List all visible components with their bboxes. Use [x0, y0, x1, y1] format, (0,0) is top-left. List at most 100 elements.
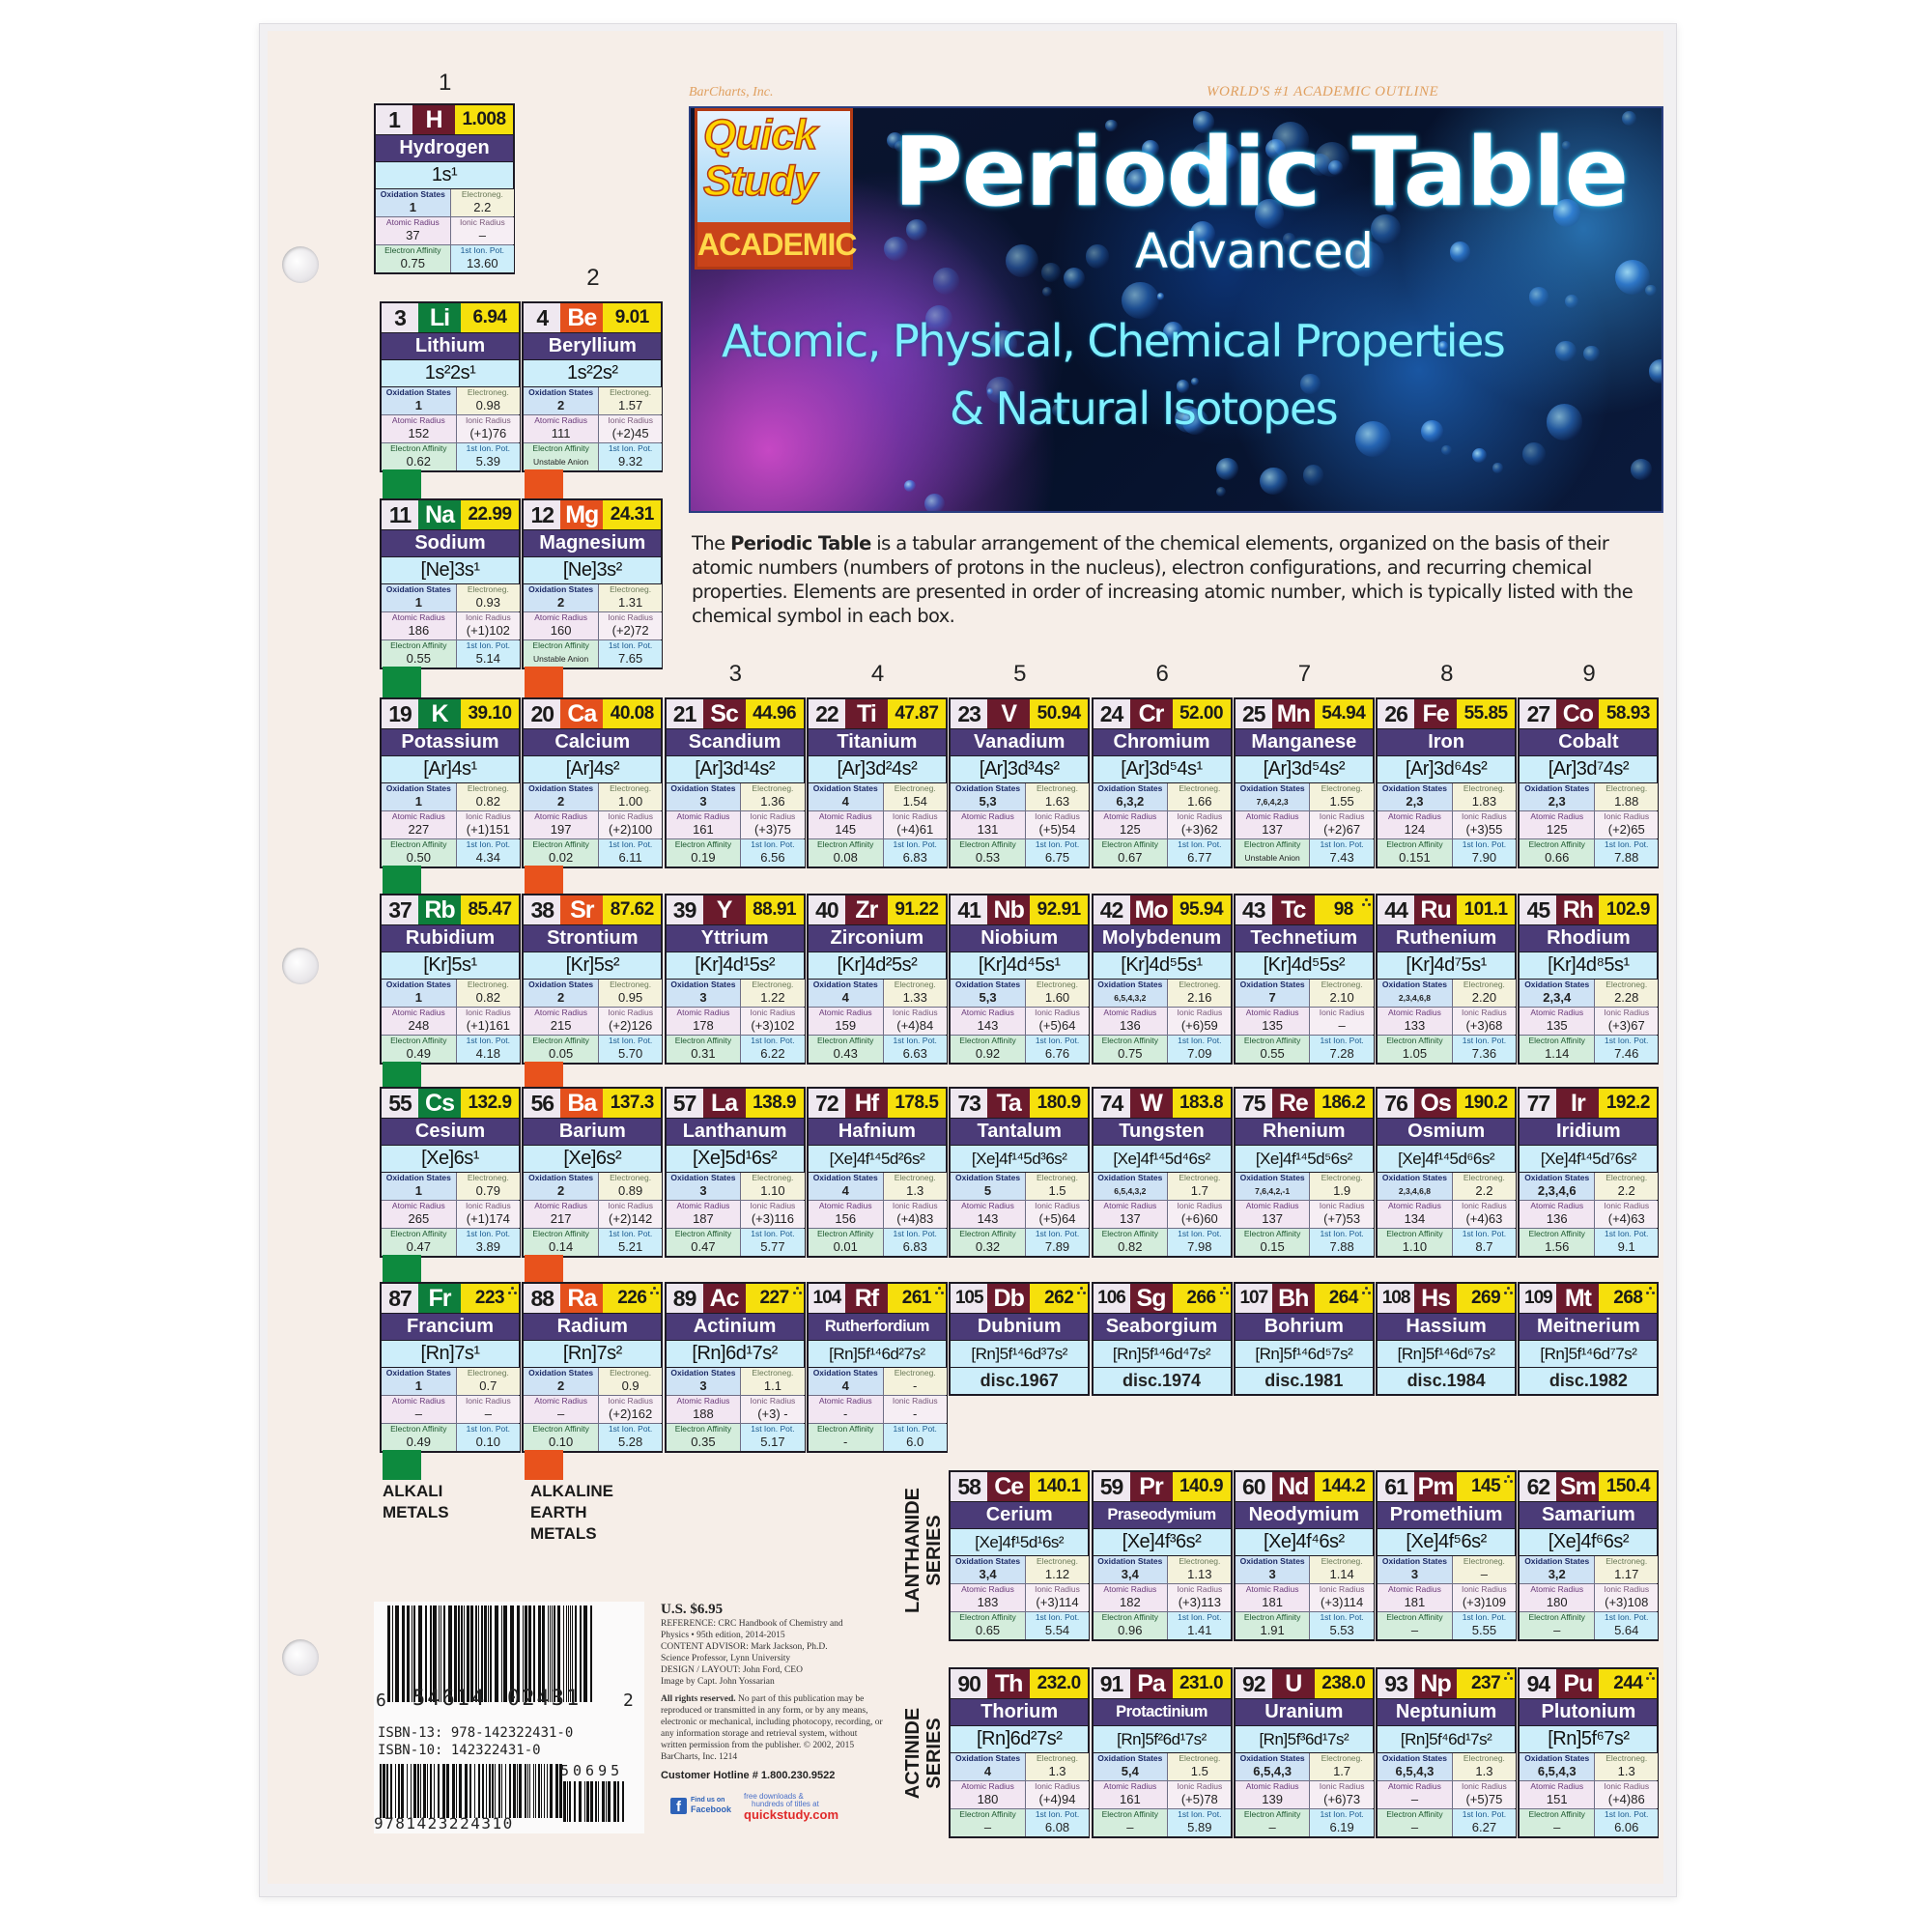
element-properties: Oxidation States 1 Electroneg. 0.7 Atomic Ra…	[382, 1367, 520, 1451]
element-cell-li[interactable]: 3 Li 6.94 Lithium 1s²2s¹ Oxidation States 1 Ele…	[380, 301, 521, 472]
element-cell-sr[interactable]: 38 Sr 87.62 Strontium [Kr]5s² Oxidation State…	[522, 894, 664, 1065]
element-cell-u[interactable]: 92 U 238.0 Uranium [Rn]5f³6d¹7s² Oxidation St…	[1233, 1667, 1375, 1838]
element-cell-hf[interactable]: 72 Hf 178.5 Hafnium [Xe]4f¹⁴5d²6s² Oxidation …	[806, 1087, 948, 1258]
atomic-mass: 87.62	[603, 895, 662, 924]
element-cell-tc[interactable]: 43 Tc 98 Technetium [Kr]4d⁵5s² Oxidation Stat…	[1233, 894, 1375, 1065]
element-cell-rh[interactable]: 45 Rh 102.9 Rhodium [Kr]4d⁸5s¹ Oxidation Stat…	[1518, 894, 1660, 1065]
atomic-mass: 85.47	[461, 895, 519, 924]
barcode-bar	[602, 1781, 605, 1822]
oxidation-states-label: Oxidation States	[1097, 980, 1163, 989]
oxidation-states-label: Oxidation States	[954, 1753, 1021, 1763]
element-cell-la[interactable]: 57 La 138.9 Lanthanum [Xe]5d¹6s² Oxidation St…	[664, 1087, 806, 1258]
barcode-bar	[501, 1764, 502, 1818]
barcode-bar	[559, 1764, 562, 1818]
element-cell-ra[interactable]: 88 Ra 226 Radium [Rn]7s² Oxidation States 2 Ele…	[522, 1282, 664, 1453]
oxidation-states-value: 7	[1268, 990, 1276, 1005]
element-cell-fr[interactable]: 87 Fr 223 Francium [Rn]7s¹ Oxidation States 1 E…	[380, 1282, 521, 1453]
first-ionization-potential-value: 6.83	[902, 850, 927, 865]
element-cell-rf[interactable]: 104 Rf 261 Rutherfordium [Rn]5f¹⁴6d²7s² Oxida…	[806, 1282, 948, 1453]
element-cell-mn[interactable]: 25 Mn 54.94 Manganese [Ar]3d⁵4s² Oxidation St…	[1233, 697, 1375, 868]
element-cell-pm[interactable]: 61 Pm 145 Promethium [Xe]4f⁵6s² Oxidation Sta…	[1376, 1470, 1518, 1641]
element-cell-na[interactable]: 11 Na 22.99 Sodium [Ne]3s¹ Oxidation States 1 E…	[380, 498, 521, 669]
element-cell-pu[interactable]: 94 Pu 244 Plutonium [Rn]5f⁶7s² Oxidation Stat…	[1518, 1667, 1660, 1838]
element-cell-ca[interactable]: 20 Ca 40.08 Calcium [Ar]4s² Oxidation States 2…	[522, 697, 664, 868]
barcode-bar	[503, 1605, 507, 1702]
atomic-radius: Atomic Radius 182	[1093, 1584, 1168, 1611]
element-header: 44 Ru 101.1	[1378, 895, 1516, 924]
element-cell-th[interactable]: 90 Th 232.0 Thorium [Rn]6d²7s² Oxidation Stat…	[949, 1667, 1091, 1838]
element-cell-cr[interactable]: 24 Cr 52.00 Chromium [Ar]3d⁵4s¹ Oxidation Sta…	[1091, 697, 1233, 868]
facebook-link[interactable]: f Find us on Facebook	[670, 1797, 731, 1815]
oxidation-states: Oxidation States 2	[524, 783, 598, 810]
oxidation-states-label: Oxidation States	[1239, 980, 1305, 989]
ionic-radius-label: Ionic Radius	[892, 1201, 938, 1210]
element-cell-sc[interactable]: 21 Sc 44.96 Scandium [Ar]3d¹4s² Oxidation Sta…	[664, 697, 806, 868]
element-cell-cs[interactable]: 55 Cs 132.9 Cesium [Xe]6s¹ Oxidation States 1 E…	[380, 1087, 521, 1258]
element-cell-np[interactable]: 93 Np 237 Neptunium [Rn]5f⁴6d¹7s² Oxidation S…	[1376, 1667, 1518, 1838]
element-cell-ti[interactable]: 22 Ti 47.87 Titanium [Ar]3d²4s² Oxidation Sta…	[806, 697, 948, 868]
element-cell-bh[interactable]: 107 Bh 264 Bohrium [Rn]5f¹⁴6d⁵7s² disc.1981	[1233, 1282, 1375, 1396]
element-cell-db[interactable]: 105 Db 262 Dubnium [Rn]5f¹⁴6d³7s² disc.1967	[949, 1282, 1091, 1396]
element-cell-nd[interactable]: 60 Nd 144.2 Neodymium [Xe]4f⁴6s² Oxidation St…	[1233, 1470, 1375, 1641]
electronegativity-label: Electroneg.	[1321, 783, 1363, 793]
atomic-mass-value: 269	[1470, 1288, 1501, 1308]
element-cell-mg[interactable]: 12 Mg 24.31 Magnesium [Ne]3s² Oxidation State…	[522, 498, 664, 669]
electronegativity: Electroneg. 0.93	[456, 584, 520, 611]
element-cell-pa[interactable]: 91 Pa 231.0 Protactinium [Rn]5f²6d¹7s² Oxidat…	[1091, 1667, 1233, 1838]
first-ionization-potential-label: 1st Ion. Pot.	[1462, 1036, 1507, 1045]
element-cell-ba[interactable]: 56 Ba 137.3 Barium [Xe]6s² Oxidation States 2 E…	[522, 1087, 664, 1258]
atomic-radius-value: 159	[835, 1018, 857, 1033]
element-cell-zr[interactable]: 40 Zr 91.22 Zirconium [Kr]4d²5s² Oxidation St…	[806, 894, 948, 1065]
element-cell-os[interactable]: 76 Os 190.2 Osmium [Xe]4f¹⁴5d⁶6s² Oxidation S…	[1376, 1087, 1518, 1258]
atomic-number: 42	[1093, 895, 1130, 924]
atomic-radius-label: Atomic Radius	[961, 1201, 1014, 1210]
element-cell-co[interactable]: 27 Co 58.93 Cobalt [Ar]3d⁷4s² Oxidation State…	[1518, 697, 1660, 868]
element-cell-mo[interactable]: 42 Mo 95.94 Molybdenum [Kr]4d⁵5s¹ Oxidation S…	[1091, 894, 1233, 1065]
electronegativity-value: 1.54	[902, 794, 927, 809]
element-cell-hs[interactable]: 108 Hs 269 Hassium [Rn]5f¹⁴6d⁶7s² disc.1984	[1376, 1282, 1518, 1396]
electron-affinity-label: Electron Affinity	[384, 245, 441, 255]
element-cell-ta[interactable]: 73 Ta 180.9 Tantalum [Xe]4f¹⁴5d³6s² Oxidation…	[949, 1087, 1091, 1258]
element-cell-w[interactable]: 74 W 183.8 Tungsten [Xe]4f¹⁴5d⁴6s² Oxidation …	[1091, 1087, 1233, 1258]
oxidation-states-label: Oxidation States	[812, 783, 878, 793]
element-cell-re[interactable]: 75 Re 186.2 Rhenium [Xe]4f¹⁴5d⁵6s² Oxidation …	[1233, 1087, 1375, 1258]
barcode-bar	[380, 1764, 382, 1818]
atomic-mass-value: 6.94	[472, 307, 507, 327]
element-cell-ru[interactable]: 44 Ru 101.1 Ruthenium [Kr]4d⁷5s¹ Oxidation St…	[1376, 894, 1518, 1065]
ionic-radius: Ionic Radius (+3)109	[1452, 1584, 1517, 1611]
element-cell-v[interactable]: 23 V 50.94 Vanadium [Ar]3d³4s² Oxidation Stat…	[949, 697, 1091, 868]
atomic-radius: Atomic Radius 137	[1093, 1201, 1168, 1228]
element-cell-ir[interactable]: 77 Ir 192.2 Iridium [Xe]4f¹⁴5d⁷6s² Oxidation …	[1518, 1087, 1660, 1258]
element-cell-pr[interactable]: 59 Pr 140.9 Praseodymium [Xe]4f³6s² Oxidation…	[1091, 1470, 1233, 1641]
element-cell-rb[interactable]: 37 Rb 85.47 Rubidium [Kr]5s¹ Oxidation States…	[380, 894, 521, 1065]
atomic-radius-value: 187	[693, 1211, 714, 1226]
element-cell-ce[interactable]: 58 Ce 140.1 Cerium [Xe]4f¹5d¹6s² Oxidation St…	[949, 1470, 1091, 1641]
element-cell-ac[interactable]: 89 Ac 227 Actinium [Rn]6d¹7s² Oxidation State…	[664, 1282, 806, 1453]
element-cell-fe[interactable]: 26 Fe 55.85 Iron [Ar]3d⁶4s² Oxidation States 2…	[1376, 697, 1518, 868]
atomic-mass-value: 150.4	[1605, 1476, 1651, 1496]
element-header: 107 Bh 264	[1235, 1284, 1373, 1313]
electron-affinity-value: 0.62	[406, 454, 431, 469]
element-cell-sg[interactable]: 106 Sg 266 Seaborgium [Rn]5f¹⁴6d⁴7s² disc.197…	[1091, 1282, 1233, 1396]
atomic-radius-label: Atomic Radius	[1103, 811, 1157, 821]
molecule-bubble	[924, 305, 953, 333]
element-cell-be[interactable]: 4 Be 9.01 Beryllium 1s²2s² Oxidation States 2 E…	[522, 301, 664, 472]
atomic-mass-value: 140.1	[1037, 1476, 1082, 1496]
ionic-radius: Ionic Radius (+5)78	[1168, 1781, 1232, 1808]
element-cell-nb[interactable]: 41 Nb 92.91 Niobium [Kr]4d⁴5s¹ Oxidation Stat…	[949, 894, 1091, 1065]
element-cell-y[interactable]: 39 Y 88.91 Yttrium [Kr]4d¹5s² Oxidation State…	[664, 894, 806, 1065]
element-cell-mt[interactable]: 109 Mt 268 Meitnerium [Rn]5f¹⁴6d⁷7s² disc.198…	[1518, 1282, 1660, 1396]
atomic-number: 56	[524, 1089, 561, 1118]
website-link[interactable]: free downloads & hundreds of titles at q…	[744, 1793, 838, 1822]
first-ionization-potential: 1st Ion. Pot. 0.10	[456, 1424, 520, 1451]
element-symbol: Hf	[844, 1089, 888, 1118]
atomic-number: 1	[376, 105, 412, 134]
electron-affinity-label: Electron Affinity	[1101, 1809, 1159, 1819]
element-cell-sm[interactable]: 62 Sm 150.4 Samarium [Xe]4f⁶6s² Oxidation Sta…	[1518, 1470, 1660, 1641]
first-ionization-potential: 1st Ion. Pot. 6.06	[1595, 1809, 1659, 1836]
element-cell-h[interactable]: 1 H 1.008 Hydrogen 1s¹ Oxidation States 1 Elect…	[374, 103, 515, 274]
electron-affinity-label: Electron Affinity	[959, 1036, 1016, 1045]
first-ionization-potential-value: 7.28	[1329, 1046, 1354, 1061]
atomic-radius: Atomic Radius 139	[1235, 1781, 1310, 1808]
element-cell-k[interactable]: 19 K 39.10 Potassium [Ar]4s¹ Oxidation States…	[380, 697, 521, 868]
